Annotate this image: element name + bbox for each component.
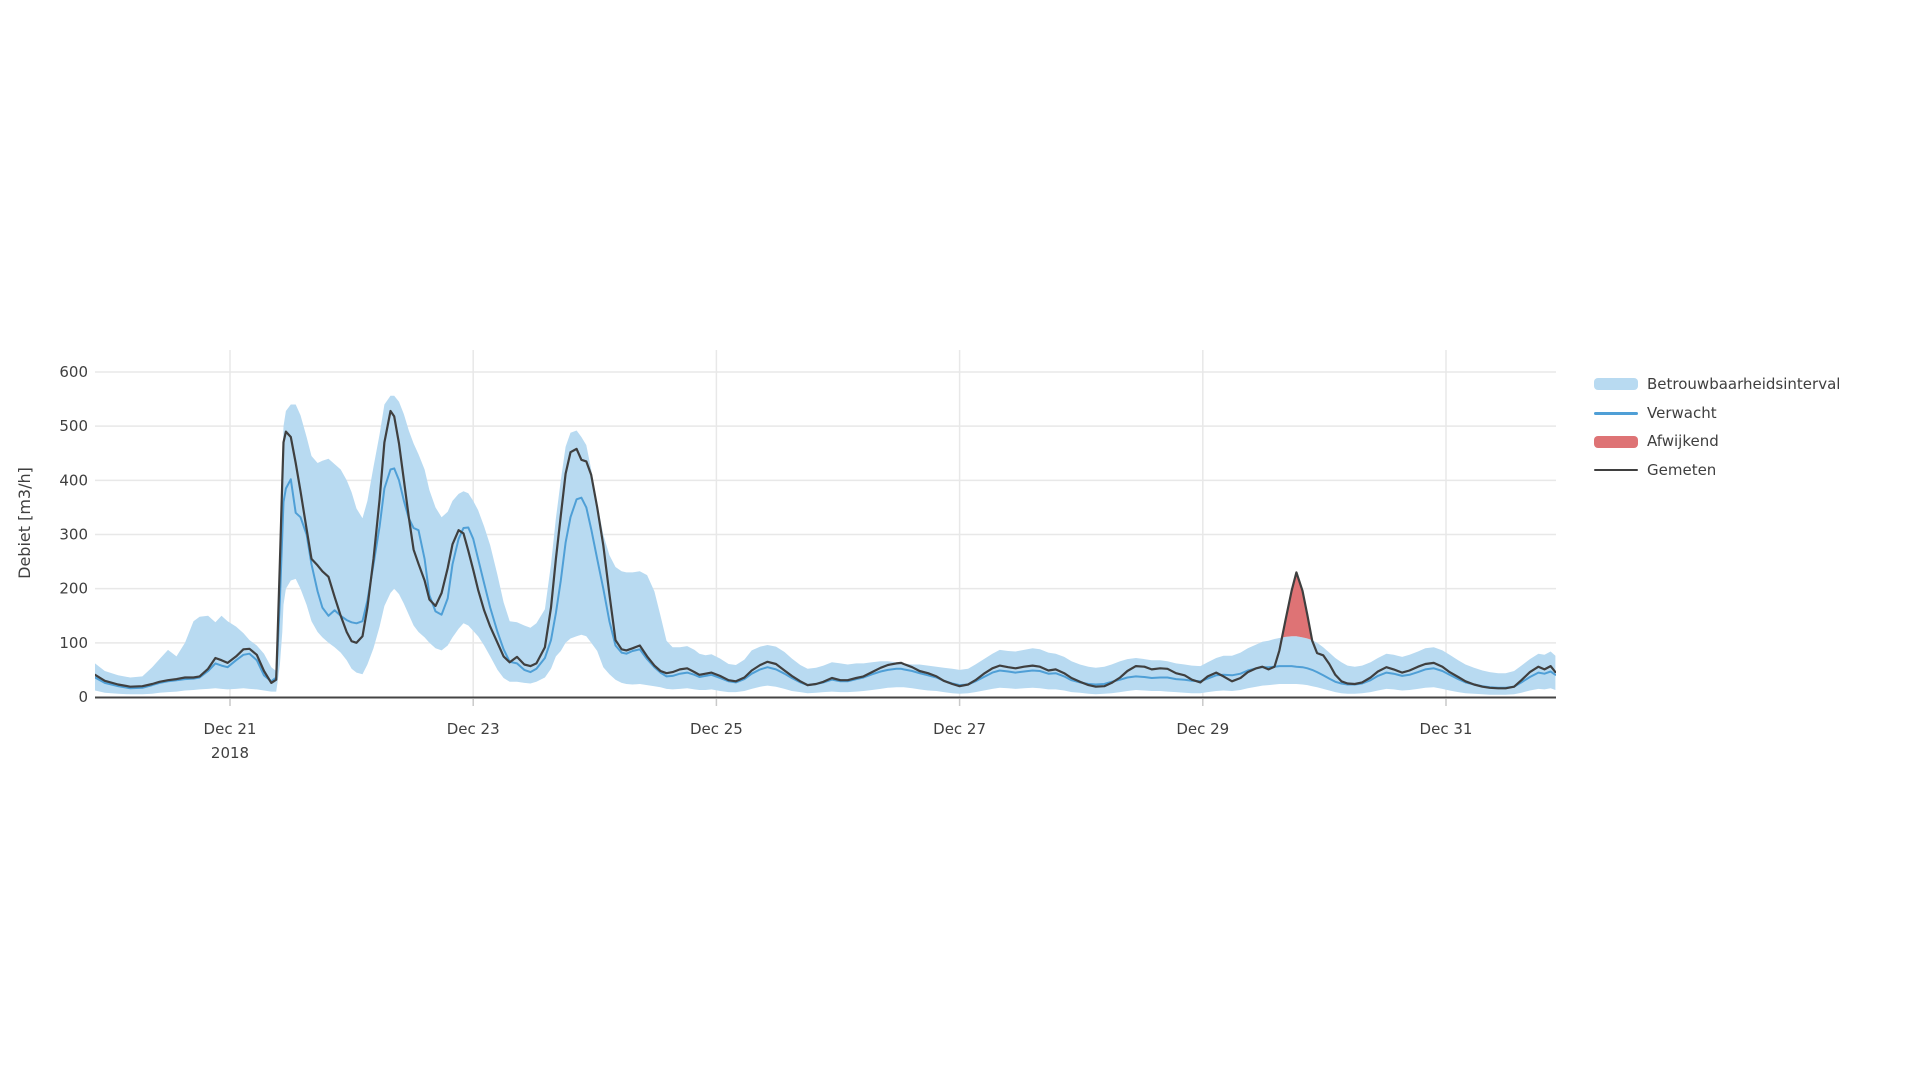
y-tick-label: 400 xyxy=(59,471,88,489)
y-tick-label: 0 xyxy=(78,688,88,706)
anomaly-area xyxy=(1282,572,1313,641)
y-tick-label: 500 xyxy=(59,417,88,435)
legend-label: Verwacht xyxy=(1647,403,1717,422)
legend-item-betrouwbaarheidsinterval[interactable]: Betrouwbaarheidsinterval xyxy=(1594,370,1840,399)
y-tick-label: 200 xyxy=(59,580,88,598)
x-tick-label: Dec 21 xyxy=(204,720,257,738)
legend-swatch-band xyxy=(1594,435,1638,448)
legend: Betrouwbaarheidsinterval Verwacht Afwijken… xyxy=(1594,370,1840,485)
x-tick-label: Dec 25 xyxy=(690,720,743,738)
y-axis-title: Debiet [m3/h] xyxy=(15,467,34,579)
verwacht-line xyxy=(95,467,1556,690)
legend-item-afwijkend[interactable]: Afwijkend xyxy=(1594,427,1840,456)
y-tick-label: 100 xyxy=(59,634,88,652)
x-tick-label: Dec 27 xyxy=(933,720,986,738)
legend-item-verwacht[interactable]: Verwacht xyxy=(1594,399,1840,428)
x-tick-label: Dec 31 xyxy=(1420,720,1473,738)
x-tick-year-label: 2018 xyxy=(211,744,249,762)
legend-swatch-band xyxy=(1594,378,1638,391)
legend-label: Afwijkend xyxy=(1647,432,1719,451)
legend-label: Betrouwbaarheidsinterval xyxy=(1647,374,1841,393)
x-tick-label: Dec 23 xyxy=(447,720,500,738)
legend-item-gemeten[interactable]: Gemeten xyxy=(1594,456,1840,485)
y-tick-label: 600 xyxy=(59,363,88,381)
legend-swatch-line xyxy=(1594,469,1638,472)
legend-swatch-line xyxy=(1594,411,1638,415)
confidence-band-area xyxy=(95,395,1556,695)
x-tick-label: Dec 29 xyxy=(1176,720,1229,738)
y-tick-label: 300 xyxy=(59,526,88,544)
plot-area[interactable] xyxy=(95,344,1556,698)
legend-label: Gemeten xyxy=(1647,460,1717,479)
gemeten-line xyxy=(95,409,1556,690)
